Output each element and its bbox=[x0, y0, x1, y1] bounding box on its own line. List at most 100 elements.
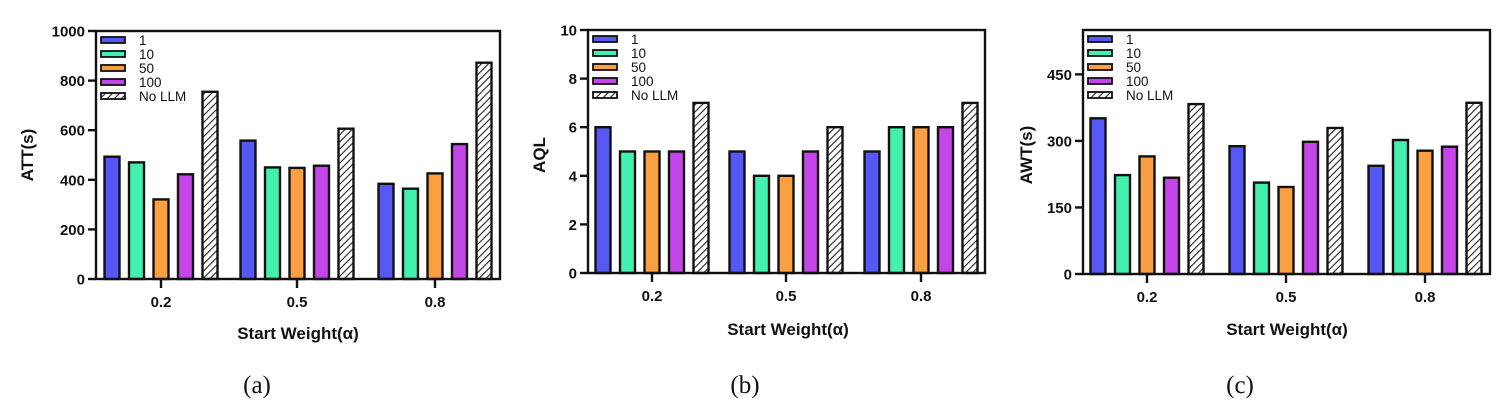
bar-50-0.2 bbox=[152, 198, 170, 281]
bar-10-0.2 bbox=[127, 161, 146, 281]
bar-10-0.2 bbox=[1113, 173, 1132, 276]
bar-10-0.8 bbox=[1391, 138, 1410, 276]
legend-swatch-100 bbox=[1087, 77, 1113, 85]
bar-10-0.5 bbox=[1252, 181, 1271, 276]
bar-no-llm-0.2 bbox=[201, 90, 219, 281]
legend-label: 10 bbox=[139, 47, 154, 62]
y-axis-label: ATT(s) bbox=[18, 129, 37, 182]
legend-label: No LLM bbox=[631, 88, 678, 103]
legend-label: 100 bbox=[139, 75, 162, 90]
legend-swatch-100 bbox=[592, 77, 618, 85]
x-tick-label: 0.5 bbox=[1276, 289, 1297, 306]
y-tick-label: 800 bbox=[60, 73, 85, 90]
bar-1-0.5 bbox=[1228, 144, 1246, 276]
bar-10-0.5 bbox=[263, 166, 282, 281]
bar-1-0.8 bbox=[1367, 164, 1385, 276]
legend-label: 1 bbox=[139, 33, 147, 48]
x-tick-label: 0.2 bbox=[151, 294, 172, 311]
x-tick-label: 0.5 bbox=[776, 288, 797, 305]
bar-1-0.5 bbox=[239, 139, 257, 281]
legend-label: No LLM bbox=[1126, 88, 1173, 103]
legend-swatch-10 bbox=[100, 50, 126, 58]
bar-10-0.8 bbox=[401, 187, 420, 281]
x-tick-label: 0.8 bbox=[425, 294, 446, 311]
y-tick-label: 8 bbox=[569, 71, 577, 88]
y-tick-label: 0 bbox=[569, 266, 577, 283]
bar-100-0.8 bbox=[1440, 145, 1459, 276]
bar-100-0.5 bbox=[312, 164, 331, 281]
y-tick-label: 450 bbox=[1047, 67, 1072, 84]
x-tick-label: 0.5 bbox=[287, 294, 308, 311]
legend-swatch-no-llm bbox=[1087, 91, 1113, 99]
y-tick-label: 0 bbox=[77, 272, 85, 289]
legend-label: 50 bbox=[631, 60, 646, 75]
bar-10-0.5 bbox=[752, 174, 771, 275]
bar-1-0.2 bbox=[103, 155, 121, 281]
legend-swatch-50 bbox=[592, 63, 618, 71]
bar-100-0.2 bbox=[176, 173, 195, 281]
bar-50-0.2 bbox=[1138, 155, 1156, 276]
legend-swatch-50 bbox=[1087, 63, 1113, 71]
legend-label: No LLM bbox=[139, 89, 186, 104]
bar-100-0.2 bbox=[1162, 176, 1181, 276]
y-tick-label: 0 bbox=[1064, 267, 1072, 284]
y-tick-label: 200 bbox=[60, 222, 85, 239]
x-axis-label: Start Weight(α) bbox=[237, 324, 359, 343]
bar-100-0.8 bbox=[450, 142, 469, 281]
panel-caption: (c) bbox=[1226, 372, 1254, 399]
bar-1-0.8 bbox=[863, 150, 881, 275]
bar-no-llm-0.5 bbox=[1326, 126, 1344, 276]
bar-1-0.5 bbox=[728, 150, 746, 275]
x-tick-label: 0.2 bbox=[642, 288, 663, 305]
y-tick-label: 600 bbox=[60, 123, 85, 140]
bar-10-0.2 bbox=[618, 150, 637, 275]
x-axis-label: Start Weight(α) bbox=[727, 320, 849, 339]
legend-swatch-10 bbox=[592, 49, 618, 57]
legend-label: 100 bbox=[1126, 74, 1149, 89]
bar-no-llm-0.2 bbox=[1187, 102, 1205, 276]
bar-100-0.8 bbox=[936, 125, 955, 275]
legend-label: 10 bbox=[631, 46, 646, 61]
y-tick-label: 4 bbox=[569, 168, 578, 185]
bar-10-0.8 bbox=[887, 125, 906, 275]
panel-caption: (a) bbox=[243, 372, 271, 399]
bar-50-0.5 bbox=[288, 166, 306, 281]
y-tick-label: 6 bbox=[569, 120, 577, 137]
legend-label: 10 bbox=[1126, 46, 1141, 61]
x-axis-label: Start Weight(α) bbox=[1226, 320, 1348, 339]
y-tick-label: 150 bbox=[1047, 200, 1072, 217]
bar-1-0.2 bbox=[594, 125, 612, 275]
legend-label: 50 bbox=[139, 61, 154, 76]
x-tick-label: 0.8 bbox=[911, 288, 932, 305]
bar-no-llm-0.5 bbox=[337, 127, 355, 281]
y-tick-label: 1000 bbox=[52, 24, 85, 41]
legend-swatch-10 bbox=[1087, 49, 1113, 57]
bar-1-0.8 bbox=[377, 182, 395, 281]
legend-swatch-no-llm bbox=[100, 92, 126, 100]
bar-no-llm-0.8 bbox=[475, 61, 493, 281]
bar-no-llm-0.5 bbox=[826, 125, 844, 275]
chart-panel-a: ATT(s) Start Weight(α) (a) 0 200 400 600 800… bbox=[18, 24, 502, 399]
bar-50-0.2 bbox=[643, 150, 661, 275]
chart-panel-c: AWT(s) Start Weight(α) (c) 01503004500.2… bbox=[1017, 28, 1492, 399]
panel-caption: (b) bbox=[730, 372, 759, 399]
bar-50-0.8 bbox=[912, 125, 930, 275]
legend-label: 100 bbox=[631, 74, 654, 89]
legend-swatch-1 bbox=[592, 35, 618, 43]
x-tick-label: 0.8 bbox=[1415, 289, 1436, 306]
bar-no-llm-0.8 bbox=[1465, 101, 1483, 276]
x-tick-label: 0.2 bbox=[1137, 289, 1158, 306]
legend-swatch-50 bbox=[100, 64, 126, 72]
bar-no-llm-0.8 bbox=[961, 101, 979, 275]
y-tick-label: 10 bbox=[560, 23, 577, 40]
legend-swatch-1 bbox=[100, 36, 126, 44]
legend-swatch-no-llm bbox=[592, 91, 618, 99]
y-tick-label: 300 bbox=[1047, 133, 1072, 150]
legend-swatch-100 bbox=[100, 78, 126, 86]
bar-50-0.5 bbox=[777, 174, 795, 275]
y-tick-label: 2 bbox=[569, 217, 577, 234]
